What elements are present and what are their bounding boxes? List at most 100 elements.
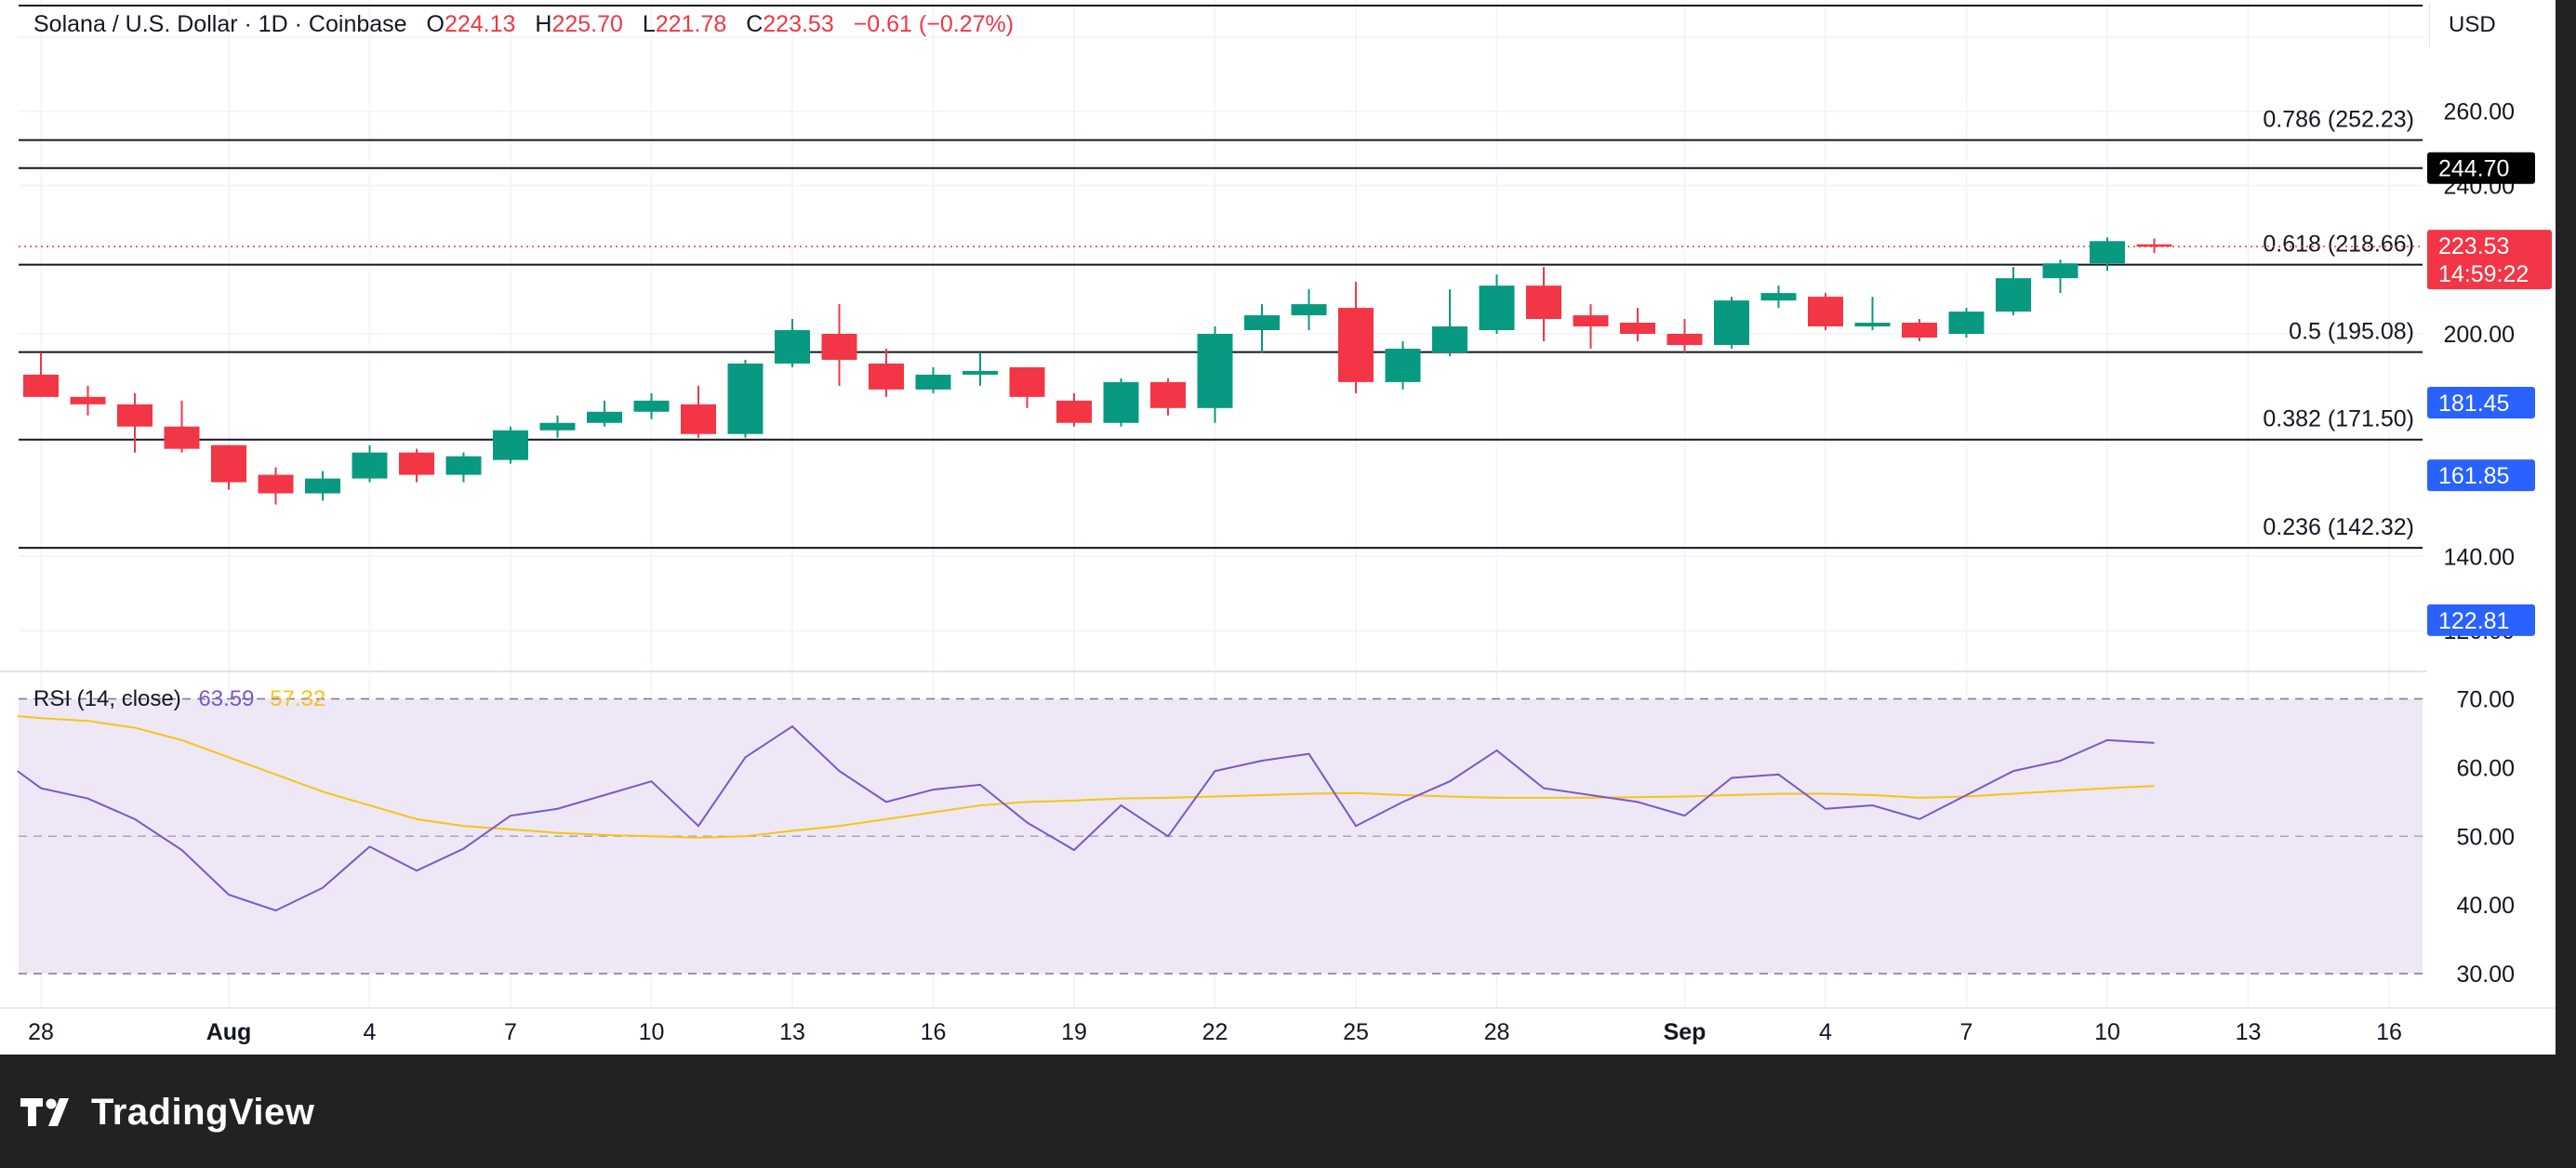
candle [1338, 282, 1374, 393]
time-axis[interactable]: 28 Aug 4 7 10 13 16 19 22 25 28 Sep 4 7 10 13 16 [0, 1007, 2556, 1045]
chart-canvas[interactable]: 0.786 (252.23) 0.618 (218.66) 0.5 (195.08)… [0, 0, 2556, 1055]
candle [117, 392, 153, 453]
symbol-title[interactable]: Solana / U.S. Dollar · 1D · Coinbase [33, 11, 407, 37]
tradingview-logo-icon [20, 1098, 69, 1126]
candle [869, 348, 904, 397]
candle [775, 319, 810, 367]
candle [2042, 259, 2078, 294]
candle-body [1056, 400, 1092, 423]
candle-body [445, 456, 482, 475]
rsi-legend-label[interactable]: RSI (14, close) [33, 686, 181, 711]
candle [1620, 308, 1655, 341]
x-axis-label: 10 [2094, 1019, 2120, 1045]
x-axis-label: 22 [1202, 1019, 1228, 1045]
x-axis-label: 4 [1819, 1019, 1832, 1045]
price-tag-bg [2427, 230, 2552, 290]
candle-body [352, 452, 388, 479]
price-tag: 181.45 [2427, 387, 2535, 419]
price-tag: 122.81 [2427, 604, 2535, 636]
candle [1385, 340, 1421, 390]
currency-button[interactable]: USD [2429, 4, 2548, 46]
fib-label: 0.618 (218.66) [2263, 232, 2414, 258]
price-tag: 244.70 [2427, 152, 2535, 184]
y-axis-labels: 280.00260.00240.00200.00140.00120.0070.0… [2444, 25, 2515, 988]
candle-body [1432, 326, 1467, 352]
candle [258, 467, 294, 505]
candle-body [539, 422, 576, 431]
candle [1996, 267, 2031, 316]
footer: TradingView [20, 1090, 314, 1135]
low-value: 221.78 [655, 11, 727, 37]
countdown-label: 14:59:22 [2438, 261, 2529, 287]
candle [2090, 237, 2125, 272]
fib-label: 0.236 (142.32) [2263, 514, 2414, 540]
rsi-lines [17, 715, 2155, 912]
candle-body [1948, 312, 1985, 335]
candle-body [117, 404, 153, 427]
x-axis-label: 16 [2376, 1019, 2402, 1045]
candle [587, 400, 622, 427]
candle-body [493, 430, 528, 460]
candle-body [1666, 334, 1703, 345]
x-axis-label: 4 [364, 1019, 377, 1045]
candle-body [399, 452, 434, 475]
close-label: C [746, 11, 764, 37]
brand-name: TradingView [91, 1091, 315, 1133]
x-axis-label: 13 [2236, 1019, 2262, 1045]
candle [1808, 293, 1843, 331]
candle-body [587, 411, 622, 423]
candle-body [1808, 297, 1843, 327]
candle [1573, 304, 1609, 349]
candle-body [1573, 315, 1609, 327]
candle [445, 452, 482, 483]
candle-body [305, 478, 340, 494]
x-axis-label: 7 [504, 1019, 517, 1045]
rsi-axis-label: 60.00 [2456, 755, 2515, 781]
candle [539, 415, 576, 438]
candle-body [1526, 285, 1561, 320]
candle [399, 448, 434, 483]
candle-body [1385, 348, 1421, 382]
y-axis-label: 140.00 [2444, 544, 2515, 570]
candle [1526, 267, 1561, 341]
x-axis-label: 13 [779, 1019, 805, 1045]
high-value: 225.70 [551, 11, 623, 37]
candle-body [2090, 241, 2125, 264]
price-tag-bg [2427, 459, 2535, 492]
candle [1197, 326, 1233, 423]
candle-body [1760, 293, 1797, 301]
y-axis-label: 200.00 [2444, 322, 2515, 348]
open-value: 224.13 [444, 11, 516, 37]
candle [1244, 304, 1280, 352]
rsi-axis-label: 50.00 [2456, 824, 2515, 850]
candle [1854, 297, 1891, 331]
candle [963, 352, 998, 386]
candle [164, 400, 200, 453]
rsi-axis-label: 40.00 [2456, 893, 2515, 919]
candles[interactable] [23, 237, 2172, 505]
y-axis-label: 260.00 [2444, 100, 2515, 126]
candle [727, 359, 764, 438]
fib-label: 0.382 (171.50) [2263, 406, 2414, 432]
candle [352, 445, 388, 483]
candle [1056, 392, 1092, 427]
open-label: O [426, 11, 445, 37]
x-axis-label: 28 [1484, 1019, 1510, 1045]
chart-panel[interactable]: 0.786 (252.23) 0.618 (218.66) 0.5 (195.08)… [0, 0, 2556, 1055]
rsi-legend[interactable]: RSI (14, close) 63.59 57.32 [33, 686, 325, 712]
candle [1009, 366, 1045, 408]
price-tag-label: 244.70 [2438, 156, 2509, 182]
candle [821, 304, 857, 386]
candle [1714, 297, 1749, 349]
candle [915, 366, 951, 393]
candle-body [727, 363, 764, 434]
candle [1948, 308, 1985, 338]
price-tag-label: 223.53 [2438, 233, 2509, 259]
fib-label: 0.5 (195.08) [2289, 319, 2414, 345]
price-tag: 161.85 [2427, 459, 2535, 492]
candle-body [1150, 381, 1186, 408]
candle-body [963, 370, 998, 375]
candle-body [1338, 308, 1374, 382]
candle [1760, 285, 1797, 309]
